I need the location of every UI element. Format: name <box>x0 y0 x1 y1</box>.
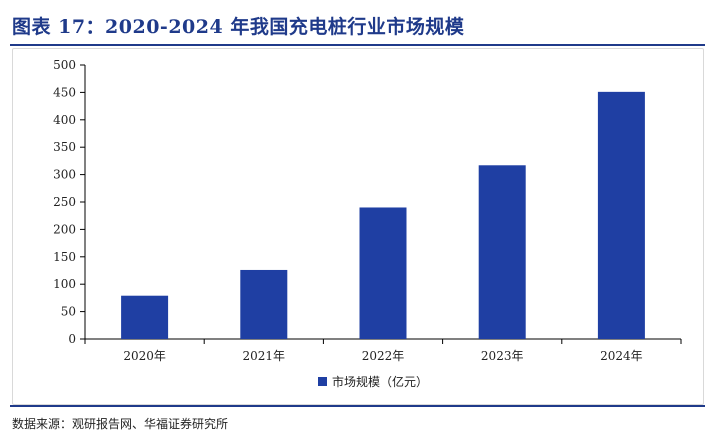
y-tick-label: 200 <box>53 222 76 236</box>
y-tick-label: 500 <box>53 58 76 72</box>
bar-2023年 <box>478 165 526 339</box>
y-tick-label: 400 <box>53 113 76 127</box>
y-tick-label: 150 <box>53 250 76 264</box>
bar-2022年 <box>359 207 407 339</box>
x-tick-label: 2020年 <box>123 349 166 363</box>
bar-2021年 <box>240 269 288 339</box>
x-tick-label: 2022年 <box>362 349 405 363</box>
y-tick-label: 100 <box>53 277 76 291</box>
y-tick-label: 300 <box>53 168 76 182</box>
figure-footer: 数据来源：观研报告网、华福证券研究所 <box>10 405 705 437</box>
y-tick-label: 0 <box>68 332 76 346</box>
y-tick-label: 350 <box>53 140 76 154</box>
x-tick-label: 2023年 <box>481 349 524 363</box>
y-tick-label: 450 <box>53 85 76 99</box>
figure-header: 图表 17：2020-2024 年我国充电桩行业市场规模 <box>10 8 705 46</box>
legend-label: 市场规模（亿元） <box>332 374 428 389</box>
bar-chart: 0 50 100 150 200 250 300 350 400 450 500 2020年 2021年… <box>53 58 682 389</box>
chart-frame: 0 50 100 150 200 250 300 350 400 450 500 2020年 2021年… <box>12 48 704 405</box>
x-tick-label: 2021年 <box>243 349 286 363</box>
bar-2020年 <box>121 295 169 339</box>
y-tick-label: 50 <box>61 305 76 319</box>
source-note: 数据来源：观研报告网、华福证券研究所 <box>12 417 229 431</box>
bar-2024年 <box>597 91 645 339</box>
chart-title: 图表 17：2020-2024 年我国充电桩行业市场规模 <box>12 16 465 38</box>
x-tick-label: 2024年 <box>600 349 643 363</box>
legend-swatch <box>318 377 327 386</box>
y-tick-label: 250 <box>53 195 76 209</box>
